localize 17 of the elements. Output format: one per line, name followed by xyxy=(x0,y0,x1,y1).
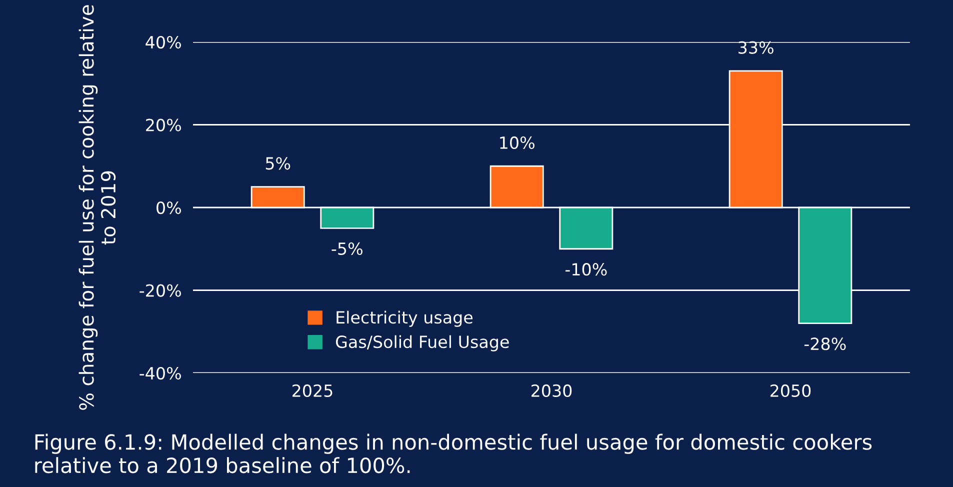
y-tick-label: 20% xyxy=(146,118,181,132)
caption: Figure 6.1.9: Modelled changes in non-domestic fuel usage for domestic cookers relative to a 2019 baseline of 100%. xyxy=(35,434,872,474)
legend-label: Electricity usage xyxy=(336,310,473,327)
x-tick-label: 2025 xyxy=(292,384,332,398)
x-tick-label: 2030 xyxy=(532,384,572,398)
y-tick-label: -40% xyxy=(140,366,181,380)
data-label: -5% xyxy=(332,242,362,255)
y-tick-label: -20% xyxy=(140,284,181,297)
data-label: 10% xyxy=(500,136,534,150)
y-tick-label: 40% xyxy=(146,36,181,49)
y-axis-title: % change for fuel use for cooking relative to 2019 xyxy=(78,5,116,410)
legend-label: Gas/Solid Fuel Usage xyxy=(336,335,509,352)
data-label: -28% xyxy=(804,338,846,350)
data-label: 5% xyxy=(266,157,290,170)
x-tick-label: 2050 xyxy=(770,384,811,398)
data-label: -10% xyxy=(565,263,607,276)
y-tick-label: 0% xyxy=(156,201,181,214)
